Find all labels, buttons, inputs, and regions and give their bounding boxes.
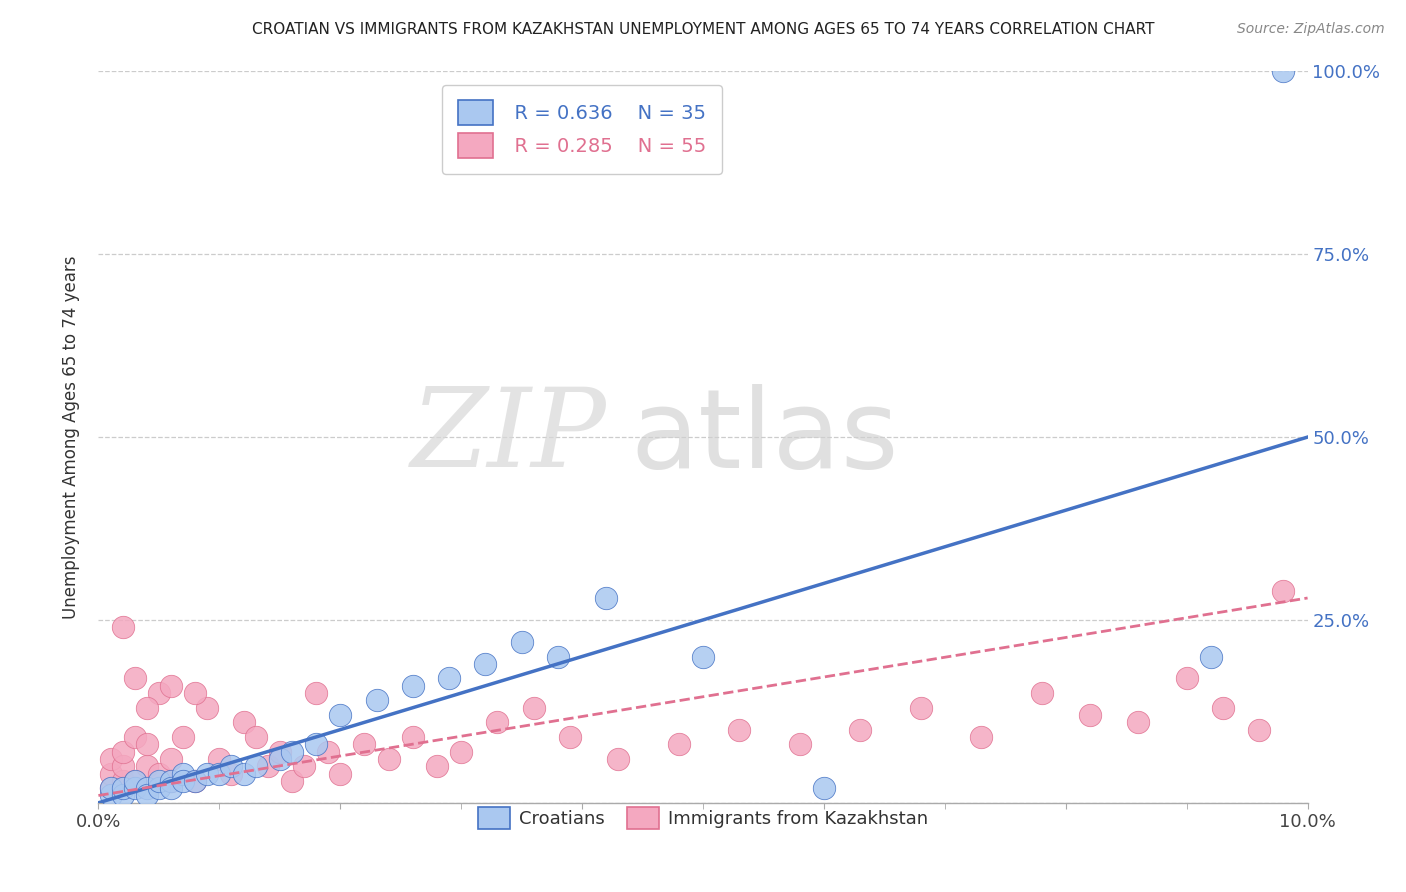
Point (172, 766, 194, 780)
Point (160, 679, 183, 693)
Text: Source: ZipAtlas.com: Source: ZipAtlas.com (1237, 22, 1385, 37)
Point (124, 672, 146, 686)
Point (111, 620, 134, 634)
Point (281, 773, 304, 788)
Point (172, 730, 194, 744)
Point (111, 745, 134, 759)
Point (160, 773, 183, 788)
Point (195, 766, 218, 780)
Point (1031, 686, 1053, 700)
Point (221, 766, 243, 780)
Point (1272, 583, 1295, 598)
Point (1078, 708, 1101, 723)
Point (135, 700, 157, 714)
Point (135, 759, 157, 773)
Point (269, 745, 291, 759)
Point (402, 679, 425, 693)
Point (426, 759, 449, 773)
Legend: Croatians, Immigrants from Kazakhstan: Croatians, Immigrants from Kazakhstan (468, 797, 938, 838)
Point (377, 752, 399, 766)
Point (195, 700, 218, 714)
Point (111, 781, 134, 796)
Point (208, 752, 231, 766)
Point (111, 789, 134, 803)
Point (172, 773, 194, 788)
Point (135, 789, 157, 803)
Point (148, 766, 170, 780)
Point (813, 781, 835, 796)
Point (523, 700, 546, 714)
Point (269, 752, 291, 766)
Text: CROATIAN VS IMMIGRANTS FROM KAZAKHSTAN UNEMPLOYMENT AMONG AGES 65 TO 74 YEARS CO: CROATIAN VS IMMIGRANTS FROM KAZAKHSTAN U… (252, 22, 1154, 37)
Point (558, 730, 581, 744)
Point (970, 730, 993, 744)
Point (366, 693, 388, 707)
Point (100, 781, 122, 796)
Point (160, 781, 183, 796)
Point (547, 649, 569, 664)
Point (245, 759, 267, 773)
Point (124, 730, 146, 744)
Point (329, 708, 352, 723)
Point (160, 773, 183, 788)
Point (135, 781, 157, 796)
Point (184, 773, 207, 788)
Point (353, 737, 375, 751)
Point (281, 745, 304, 759)
Point (692, 649, 714, 664)
Text: atlas: atlas (630, 384, 898, 491)
Point (305, 686, 328, 700)
Point (329, 766, 352, 780)
Point (232, 715, 254, 730)
Point (849, 723, 872, 737)
Point (124, 773, 146, 788)
Point (184, 686, 207, 700)
Point (402, 730, 425, 744)
Point (100, 781, 122, 796)
Point (100, 766, 122, 780)
Point (607, 752, 630, 766)
Point (316, 745, 339, 759)
Point (450, 745, 472, 759)
Point (1212, 700, 1234, 714)
Point (668, 737, 690, 751)
Point (292, 759, 315, 773)
Point (305, 737, 328, 751)
Point (135, 737, 157, 751)
Point (111, 773, 134, 788)
Text: ZIP: ZIP (411, 384, 606, 491)
Point (100, 752, 122, 766)
Point (232, 766, 254, 780)
Point (221, 759, 243, 773)
Point (124, 781, 146, 796)
Point (789, 737, 811, 751)
Point (148, 686, 170, 700)
Point (160, 752, 183, 766)
Point (208, 766, 231, 780)
Point (1199, 649, 1222, 664)
Point (148, 781, 170, 796)
Point (148, 773, 170, 788)
Point (1175, 672, 1198, 686)
Point (1128, 715, 1150, 730)
Point (111, 759, 134, 773)
Point (256, 759, 278, 773)
Point (474, 657, 496, 671)
Point (728, 723, 751, 737)
Point (100, 789, 122, 803)
Point (184, 773, 207, 788)
Point (1249, 723, 1271, 737)
Point (910, 700, 932, 714)
Point (510, 635, 533, 649)
Point (437, 672, 460, 686)
Point (245, 730, 267, 744)
Point (1272, 64, 1295, 78)
Point (595, 591, 617, 605)
Y-axis label: Unemployment Among Ages 65 to 74 years: Unemployment Among Ages 65 to 74 years (62, 255, 80, 619)
Point (486, 715, 509, 730)
Point (124, 773, 146, 788)
